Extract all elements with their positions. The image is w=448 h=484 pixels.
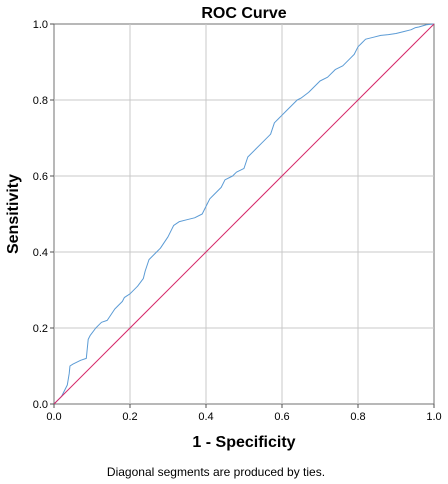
grid-lines <box>54 24 434 404</box>
y-tick-label-1: 0.2 <box>33 323 48 335</box>
x-tick-label-4: 0.8 <box>350 411 365 423</box>
ticks: 0.0 0.2 0.4 0.6 0.8 1.0 0.0 0.2 0.4 0.6 0.8 1.0 <box>33 19 442 423</box>
x-tick-label-3: 0.6 <box>274 411 289 423</box>
reference-diagonal-line <box>53 23 435 405</box>
roc-curve-line <box>53 23 435 405</box>
y-tick-label-0: 0.0 <box>33 399 48 411</box>
y-tick-label-5: 1.0 <box>33 19 48 31</box>
chart-title: ROC Curve <box>201 5 286 22</box>
y-axis-title: Sensitivity <box>5 174 22 254</box>
x-tick-label-2: 0.4 <box>198 411 213 423</box>
footnote: Diagonal segments are produced by ties. <box>107 465 325 479</box>
series-group <box>53 23 435 405</box>
x-tick-label-5: 1.0 <box>426 411 441 423</box>
x-tick-label-0: 0.0 <box>46 411 61 423</box>
x-tick-label-1: 0.2 <box>122 411 137 423</box>
x-axis-title: 1 - Specificity <box>192 434 295 451</box>
y-tick-label-2: 0.4 <box>33 247 48 259</box>
y-tick-label-4: 0.8 <box>33 95 48 107</box>
y-tick-label-3: 0.6 <box>33 171 48 183</box>
plot-area <box>53 23 435 405</box>
